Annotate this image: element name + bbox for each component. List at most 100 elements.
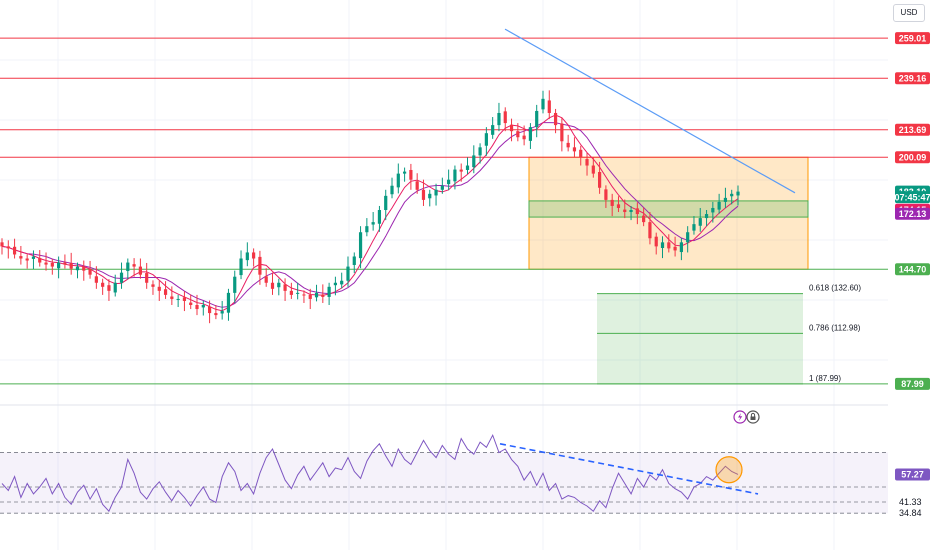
- candle: [704, 210, 709, 227]
- event-icons[interactable]: [733, 410, 760, 424]
- candle: [409, 163, 413, 190]
- candle: [660, 236, 665, 259]
- descending-trendline: [504, 28, 796, 194]
- candle: [201, 300, 205, 316]
- candle-body: [478, 147, 482, 156]
- candle-body: [730, 193, 734, 197]
- candle: [245, 242, 249, 267]
- candle-body: [88, 269, 92, 275]
- candle: [553, 108, 558, 134]
- candle: [428, 189, 432, 207]
- candle: [88, 260, 92, 279]
- ma-fast-line: [1, 114, 739, 312]
- candle: [717, 193, 721, 214]
- candle: [440, 177, 444, 194]
- candle-body: [560, 123, 564, 142]
- candle: [384, 189, 388, 221]
- candle-body: [182, 297, 187, 301]
- candle: [635, 202, 639, 225]
- candle: [226, 288, 231, 321]
- candle: [101, 278, 105, 295]
- candle: [207, 300, 212, 324]
- candle-body: [31, 256, 36, 259]
- ma-slow-line: [1, 122, 739, 308]
- candle: [44, 252, 48, 271]
- candle: [126, 258, 130, 280]
- price-tag-countdown-label: 07:45:47: [894, 192, 930, 202]
- candle-body: [736, 191, 740, 196]
- candle-body: [384, 195, 388, 210]
- rsi-highlight-circle: [715, 456, 743, 484]
- candle-body: [296, 292, 300, 294]
- candle: [308, 288, 312, 310]
- candle: [528, 123, 533, 149]
- price-level-support-87-label: 87.99: [901, 379, 924, 389]
- candle: [170, 286, 174, 305]
- lock-icon[interactable]: [746, 410, 760, 424]
- candle-body: [50, 262, 54, 267]
- candle-body: [239, 258, 243, 276]
- price-level-support-87-tag: [895, 377, 930, 390]
- candle: [283, 278, 287, 301]
- candle-body: [113, 282, 117, 293]
- candle-body: [327, 286, 331, 297]
- candle: [478, 143, 482, 164]
- candle-body: [642, 215, 646, 223]
- candle-body: [189, 302, 193, 305]
- candle-body: [69, 262, 73, 269]
- candle: [302, 290, 306, 303]
- candle: [296, 282, 300, 300]
- candle: [182, 291, 187, 312]
- candle-body: [591, 165, 595, 174]
- candle-body: [566, 142, 570, 148]
- candle: [12, 238, 17, 259]
- candle-body: [314, 292, 319, 298]
- candle-body: [346, 266, 350, 281]
- price-tag-ma-slow-tag: [895, 207, 930, 220]
- candle-body: [157, 286, 161, 291]
- candle-body: [12, 246, 17, 255]
- candle: [736, 185, 740, 206]
- candle-body: [390, 185, 394, 195]
- price-level-resistance-213-tag: [895, 123, 930, 136]
- candle: [447, 169, 451, 191]
- candle: [75, 262, 80, 279]
- candle-body: [447, 179, 451, 185]
- price-level-support-144-tag: [895, 263, 930, 276]
- candle-body: [598, 172, 602, 188]
- currency-button[interactable]: USD: [893, 4, 925, 22]
- candle: [264, 268, 268, 287]
- candle-body: [252, 252, 256, 259]
- candle-body: [711, 207, 715, 213]
- candle: [138, 258, 142, 279]
- candle: [132, 258, 136, 277]
- candle-body: [283, 284, 287, 291]
- candle: [340, 272, 344, 289]
- candle-body: [673, 246, 677, 251]
- candle: [176, 294, 180, 308]
- candle: [69, 252, 73, 275]
- candle-body: [472, 155, 476, 168]
- candle: [692, 216, 696, 235]
- candle: [711, 201, 715, 223]
- price-level-resistance-239-label: 239.16: [899, 73, 927, 83]
- candle: [723, 187, 728, 208]
- candle-body: [409, 169, 413, 180]
- candle-body: [604, 189, 608, 200]
- candle-body: [667, 242, 671, 249]
- candle: [277, 278, 281, 296]
- candle-body: [629, 210, 633, 213]
- candle-body: [692, 224, 696, 231]
- candle: [157, 280, 161, 301]
- candle: [38, 250, 42, 267]
- lightning-icon[interactable]: [733, 410, 747, 424]
- candle-body: [465, 165, 470, 170]
- candle: [195, 294, 199, 316]
- candle: [289, 282, 293, 299]
- candle-body: [233, 276, 237, 293]
- price-level-resistance-200-label: 200.09: [899, 152, 927, 162]
- candle-body: [220, 311, 224, 314]
- candle-body: [126, 262, 130, 272]
